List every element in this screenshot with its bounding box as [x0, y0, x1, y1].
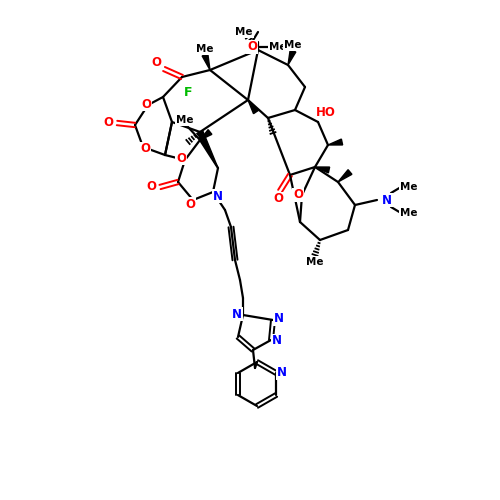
- Text: Me: Me: [400, 208, 418, 218]
- Text: N: N: [382, 194, 392, 206]
- Text: N: N: [213, 190, 223, 202]
- Text: N: N: [274, 312, 284, 326]
- Text: Me: Me: [269, 42, 287, 52]
- Text: O: O: [140, 142, 150, 156]
- Text: N: N: [272, 334, 282, 347]
- Polygon shape: [200, 130, 212, 140]
- Text: Me: Me: [196, 44, 214, 54]
- Text: N: N: [213, 190, 223, 202]
- Text: Me: Me: [284, 40, 302, 50]
- Text: N: N: [232, 308, 242, 320]
- Text: O: O: [247, 40, 257, 54]
- Polygon shape: [198, 130, 218, 168]
- Text: O: O: [141, 98, 151, 110]
- Text: O: O: [185, 198, 195, 210]
- Text: Me: Me: [400, 208, 418, 218]
- Text: O: O: [141, 98, 151, 110]
- Text: Me: Me: [284, 40, 302, 50]
- Text: N: N: [277, 366, 287, 380]
- Text: O: O: [151, 56, 161, 70]
- Text: Me: Me: [176, 115, 194, 125]
- Text: O: O: [293, 188, 303, 202]
- Text: N: N: [277, 366, 287, 380]
- Text: O: O: [176, 152, 186, 164]
- Text: O: O: [103, 116, 113, 130]
- Text: N: N: [232, 308, 242, 320]
- Text: O: O: [151, 56, 161, 70]
- Text: O: O: [103, 116, 113, 130]
- Text: Me: Me: [306, 257, 324, 267]
- Polygon shape: [315, 167, 330, 173]
- Polygon shape: [248, 100, 258, 114]
- Text: F: F: [184, 86, 192, 98]
- Text: Me: Me: [269, 42, 287, 52]
- Polygon shape: [202, 54, 210, 70]
- Text: N: N: [274, 312, 284, 326]
- Text: Me: Me: [196, 44, 214, 54]
- Text: Me: Me: [400, 182, 418, 192]
- Text: HO: HO: [316, 106, 336, 118]
- Text: O: O: [176, 152, 186, 164]
- Text: Me: Me: [306, 257, 324, 267]
- Text: Me: Me: [400, 182, 418, 192]
- Text: N: N: [382, 194, 392, 206]
- Text: Me: Me: [236, 27, 253, 37]
- Polygon shape: [328, 139, 342, 145]
- Polygon shape: [338, 170, 352, 182]
- Text: O: O: [273, 192, 283, 205]
- Text: O: O: [185, 198, 195, 210]
- Text: O: O: [273, 192, 283, 205]
- Text: O: O: [293, 188, 303, 202]
- Text: Me: Me: [176, 115, 194, 125]
- Text: N: N: [272, 334, 282, 347]
- Text: O: O: [140, 142, 150, 156]
- Text: O: O: [146, 180, 156, 194]
- Text: HO: HO: [316, 106, 336, 118]
- Polygon shape: [288, 50, 296, 65]
- Text: Me: Me: [236, 27, 253, 37]
- Text: O: O: [146, 180, 156, 194]
- Text: F: F: [184, 86, 192, 98]
